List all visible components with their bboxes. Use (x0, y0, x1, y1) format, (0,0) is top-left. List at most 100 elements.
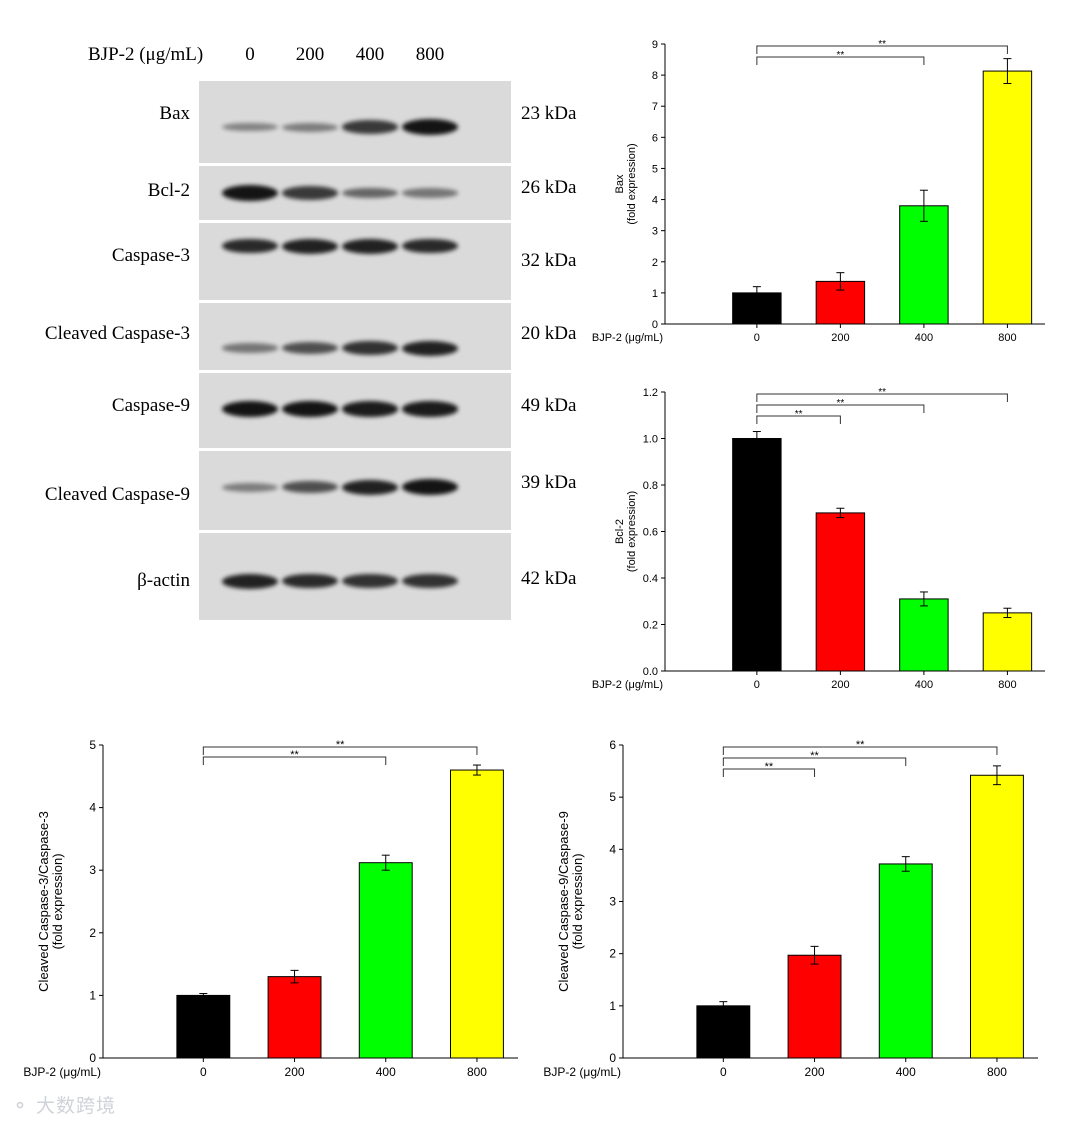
x-tick-label: 200 (805, 1065, 825, 1079)
protein-band (282, 238, 338, 254)
blot-strip (199, 370, 511, 448)
protein-band (402, 188, 458, 198)
y-axis-label: Bcl-2 (fold expression) (614, 491, 638, 572)
significance-stars: ** (336, 739, 345, 751)
molecular-weight-label: 42 kDa (521, 568, 577, 589)
x-tick-label: 800 (987, 1065, 1007, 1079)
significance-stars: ** (810, 750, 819, 762)
y-tick-label: 7 (652, 101, 658, 113)
x-tick-label: 800 (467, 1065, 487, 1079)
bar (787, 954, 842, 1059)
y-tick-label: 0.0 (643, 666, 658, 678)
protein-band (402, 574, 458, 588)
y-tick-label: 2 (89, 926, 96, 940)
blot-strip (199, 78, 511, 163)
protein-band (282, 573, 338, 589)
bar (970, 774, 1024, 1059)
y-tick-label: 1 (609, 999, 616, 1013)
y-tick-label: 0 (609, 1051, 616, 1065)
cleaved-caspase3-bar-chart: 0 1 2 3 4 5 0 200 400 800 BJP-2 (μg/mL) ** ** Cleaved… (23, 738, 518, 1079)
bar (815, 512, 866, 672)
significance-bracket (202, 756, 387, 765)
bar (358, 862, 413, 1059)
significance-stars: ** (836, 398, 844, 409)
lane-label: 200 (295, 44, 325, 65)
protein-band (222, 343, 278, 353)
x-tick-label: 800 (998, 679, 1016, 691)
x-tick-label: 400 (915, 679, 933, 691)
y-tick-label: 2 (652, 257, 658, 269)
bax-bar-chart: 0 1 2 3 4 5 6 7 8 9 0 200 400 800 BJP-2 (μg/mL) ** ** Bax… (592, 39, 1045, 344)
significance-stars: ** (795, 409, 803, 420)
protein-band (282, 401, 338, 417)
y-axis-label: Cleaved Caspase-3/Caspase-3 (fold express… (36, 811, 65, 992)
x-tick-label: 400 (896, 1065, 916, 1079)
x-tick-label: 400 (915, 332, 933, 344)
lane-label: 400 (355, 44, 385, 65)
significance-stars: ** (836, 50, 844, 61)
molecular-weight-label: 23 kDa (521, 103, 577, 124)
y-tick-label: 4 (652, 195, 658, 207)
x-axis-label: BJP-2 (μg/mL) (592, 332, 663, 344)
protein-band (402, 340, 458, 356)
protein-band (222, 122, 278, 132)
blot-strip (199, 220, 511, 300)
significance-bracket (756, 393, 1008, 402)
molecular-weight-label: 26 kDa (521, 177, 577, 198)
band-name: Caspase-3 (111, 245, 190, 266)
x-tick-label: 0 (200, 1065, 207, 1079)
significance-stars: ** (878, 39, 886, 50)
molecular-weight-label: 49 kDa (521, 395, 577, 416)
significance-bracket (722, 746, 998, 755)
watermark-icon: ⚬ (12, 1095, 29, 1117)
y-axis-label-line2: (fold expression) (626, 143, 638, 224)
bar (696, 1005, 751, 1059)
significance-bracket (756, 415, 841, 424)
y-axis-label-line1: Cleaved Caspase-3/Caspase-3 (36, 811, 51, 992)
y-tick-label: 0 (89, 1051, 96, 1065)
y-axis-label-line2: (fold expression) (570, 853, 585, 949)
protein-band (222, 482, 278, 492)
y-tick-label: 6 (652, 132, 658, 144)
bar (899, 598, 949, 672)
y-tick-label: 3 (89, 863, 96, 877)
western-blot-panel: BJP-2 (μg/mL) 0 200 400 800 Bax 23 kDa Bcl-2 2… (0, 0, 600, 640)
bcl2-bar-chart: 0.0 0.2 0.4 0.6 0.8 1.0 1.2 0 200 400 800 BJP-2 (μg… (592, 387, 1045, 691)
protein-band (342, 479, 398, 495)
protein-band (342, 341, 398, 355)
bar (267, 976, 322, 1059)
protein-band (282, 122, 338, 132)
protein-band (222, 238, 278, 254)
protein-band (222, 573, 278, 589)
significance-bracket (202, 746, 478, 755)
molecular-weight-label: 32 kDa (521, 250, 577, 271)
y-tick-label: 3 (652, 226, 658, 238)
x-tick-label: 200 (831, 679, 849, 691)
protein-band (402, 479, 458, 495)
y-tick-label: 1 (89, 988, 96, 1002)
band-name: Cleaved Caspase-9 (44, 484, 190, 505)
significance-bracket (756, 45, 1008, 54)
x-axis-label: BJP-2 (μg/mL) (592, 679, 663, 691)
bar (732, 438, 782, 672)
y-axis-label-line1: Bcl-2 (614, 519, 626, 544)
y-axis-label-line2: (fold expression) (626, 491, 638, 572)
lane-label: 800 (415, 44, 445, 65)
treatment-label: BJP-2 (μg/mL) (88, 44, 204, 65)
protein-band (282, 342, 338, 354)
y-axis-label-line1: Cleaved Caspase-9/Caspase-9 (556, 811, 571, 992)
y-tick-label: 0.4 (643, 573, 658, 585)
bar (982, 70, 1033, 325)
protein-band (222, 401, 278, 417)
bar (176, 994, 231, 1059)
y-axis-label-line2: (fold expression) (50, 853, 65, 949)
x-tick-label: 0 (754, 332, 760, 344)
x-tick-label: 0 (754, 679, 760, 691)
y-tick-label: 2 (609, 947, 616, 961)
molecular-weight-label: 39 kDa (521, 472, 577, 493)
y-tick-label: 0.8 (643, 480, 658, 492)
protein-band (342, 120, 398, 134)
band-name: Bcl-2 (147, 180, 190, 201)
y-tick-label: 1.2 (643, 387, 658, 399)
significance-bracket (722, 768, 816, 777)
